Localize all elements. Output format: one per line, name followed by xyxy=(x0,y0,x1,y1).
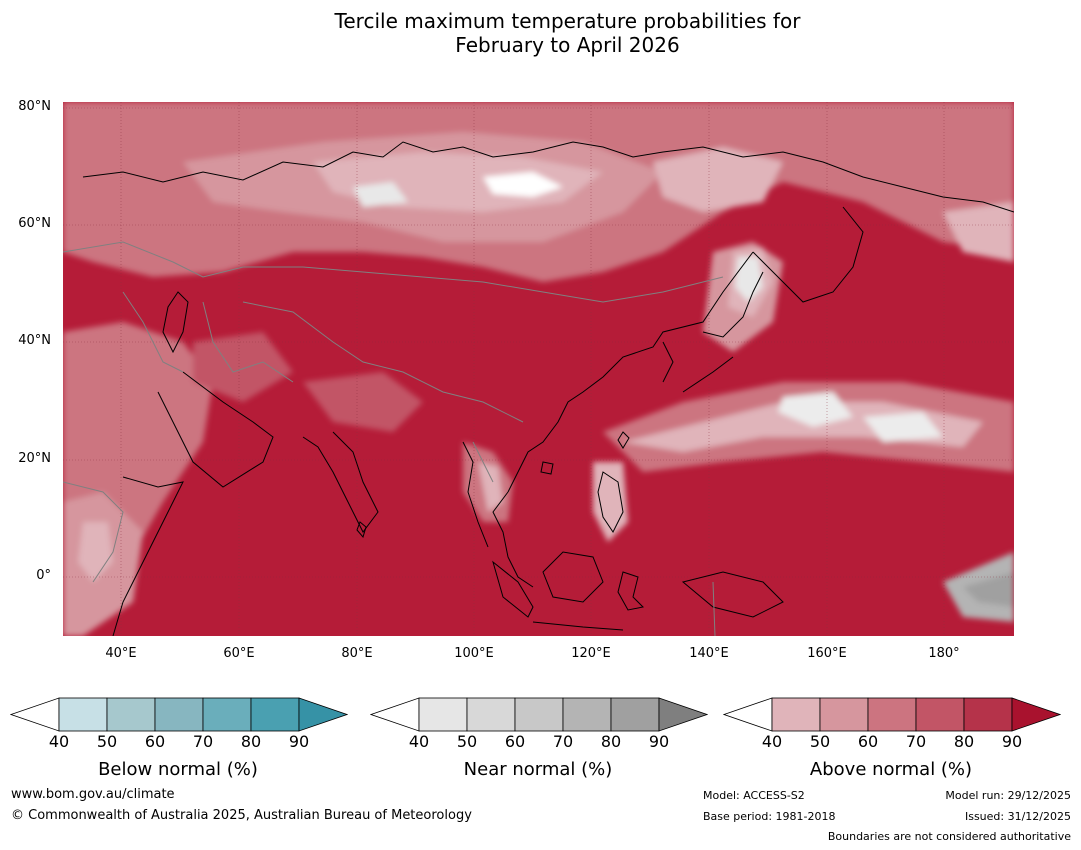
colorbar-below-normal-tick: 40 xyxy=(48,732,70,751)
graticule xyxy=(63,102,1014,636)
colorbar-above-normal-tick: 40 xyxy=(761,732,783,751)
colorbar-below-normal-segment-40 xyxy=(58,697,108,732)
colorbar-above-normal-segment-80 xyxy=(963,697,1013,732)
colorbar-above-normal-segment-60 xyxy=(867,697,917,732)
colorbar-above-normal-tick: 70 xyxy=(905,732,927,751)
colorbar-near-normal-tick: 40 xyxy=(408,732,430,751)
colorbar-below-normal-tick: 60 xyxy=(144,732,166,751)
colorbar-above-normal-segment-40 xyxy=(771,697,821,732)
lon-label-80e: 80°E xyxy=(341,646,373,661)
colorbar-below-normal-segment-70 xyxy=(202,697,252,732)
colorbar-below-normal-segment-80 xyxy=(250,697,300,732)
lon-label-120e: 120°E xyxy=(571,646,611,661)
colorbar-above-normal-tick: 90 xyxy=(1001,732,1023,751)
footer-model: Model: ACCESS-S2 xyxy=(703,789,805,802)
colorbar-near-normal-high-extension xyxy=(658,697,708,732)
colorbar-below-normal-high-extension xyxy=(298,697,348,732)
probability-shading xyxy=(63,102,1014,636)
lon-label-140e: 140°E xyxy=(689,646,729,661)
lat-label-20n: 20°N xyxy=(18,451,51,466)
colorbar-below-normal-low-extension xyxy=(10,697,60,732)
colorbar-near-normal-low-extension xyxy=(370,697,420,732)
lat-label-0: 0° xyxy=(36,568,51,583)
colorbar-above-normal-tick: 60 xyxy=(857,732,879,751)
lat-label-40n: 40°N xyxy=(18,333,51,348)
colorbar-above-normal-segment-70 xyxy=(915,697,965,732)
colorbar-near-normal-tick: 60 xyxy=(504,732,526,751)
colorbar-near-normal-tick: 70 xyxy=(552,732,574,751)
colorbar-near-normal xyxy=(370,697,708,732)
colorbar-near-normal-tick: 90 xyxy=(648,732,670,751)
colorbar-below-normal-title: Below normal (%) xyxy=(98,759,258,780)
lon-label-40e: 40°E xyxy=(105,646,137,661)
colorbar-above-normal-segment-50 xyxy=(819,697,869,732)
colorbar-near-normal-tick: 80 xyxy=(600,732,622,751)
colorbar-near-normal-title: Near normal (%) xyxy=(463,759,613,780)
country-borders xyxy=(63,241,724,636)
colorbar-near-normal-segment-50 xyxy=(466,697,516,732)
colorbar-above-normal-high-extension xyxy=(1011,697,1061,732)
colorbar-above-normal-tick: 80 xyxy=(953,732,975,751)
lon-label-100e: 100°E xyxy=(454,646,494,661)
map-canvas xyxy=(63,102,1014,636)
colorbar-below-normal-tick: 70 xyxy=(192,732,214,751)
footer-model-run: Model run: 29/12/2025 xyxy=(945,789,1071,802)
colorbar-below-normal-tick: 50 xyxy=(96,732,118,751)
colorbar-below-normal-segment-60 xyxy=(154,697,204,732)
colorbar-above-normal-title: Above normal (%) xyxy=(809,759,973,780)
colorbar-below-normal-segment-50 xyxy=(106,697,156,732)
probability-map xyxy=(63,102,1014,636)
colorbar-below-normal-tick: 80 xyxy=(240,732,262,751)
colorbar-above-normal xyxy=(723,697,1061,732)
map-title-line2: February to April 2026 xyxy=(455,33,680,57)
lon-label-180: 180° xyxy=(928,646,960,661)
lon-label-160e: 160°E xyxy=(807,646,847,661)
footer-copyright: © Commonwealth of Australia 2025, Austra… xyxy=(11,808,472,823)
colorbar-below-normal-tick: 90 xyxy=(288,732,310,751)
colorbar-near-normal-segment-60 xyxy=(514,697,564,732)
colorbar-above-normal-low-extension xyxy=(723,697,773,732)
lat-label-60n: 60°N xyxy=(18,216,51,231)
coastlines xyxy=(82,141,1014,636)
colorbar-above-normal-tick: 50 xyxy=(809,732,831,751)
footer-website: www.bom.gov.au/climate xyxy=(11,787,175,802)
footer-issued: Issued: 31/12/2025 xyxy=(964,810,1071,823)
colorbar-near-normal-tick: 50 xyxy=(456,732,478,751)
lat-label-80n: 80°N xyxy=(18,99,51,114)
colorbar-near-normal-segment-70 xyxy=(562,697,612,732)
footer-disclaimer: Boundaries are not considered authoritat… xyxy=(827,830,1071,843)
lon-label-60e: 60°E xyxy=(223,646,255,661)
footer-base-period: Base period: 1981-2018 xyxy=(703,810,836,823)
map-title-line1: Tercile maximum temperature probabilitie… xyxy=(334,9,801,33)
map-title: Tercile maximum temperature probabilitie… xyxy=(0,9,1081,57)
colorbar-near-normal-segment-40 xyxy=(418,697,468,732)
colorbar-below-normal xyxy=(10,697,348,732)
colorbar-near-normal-segment-80 xyxy=(610,697,660,732)
